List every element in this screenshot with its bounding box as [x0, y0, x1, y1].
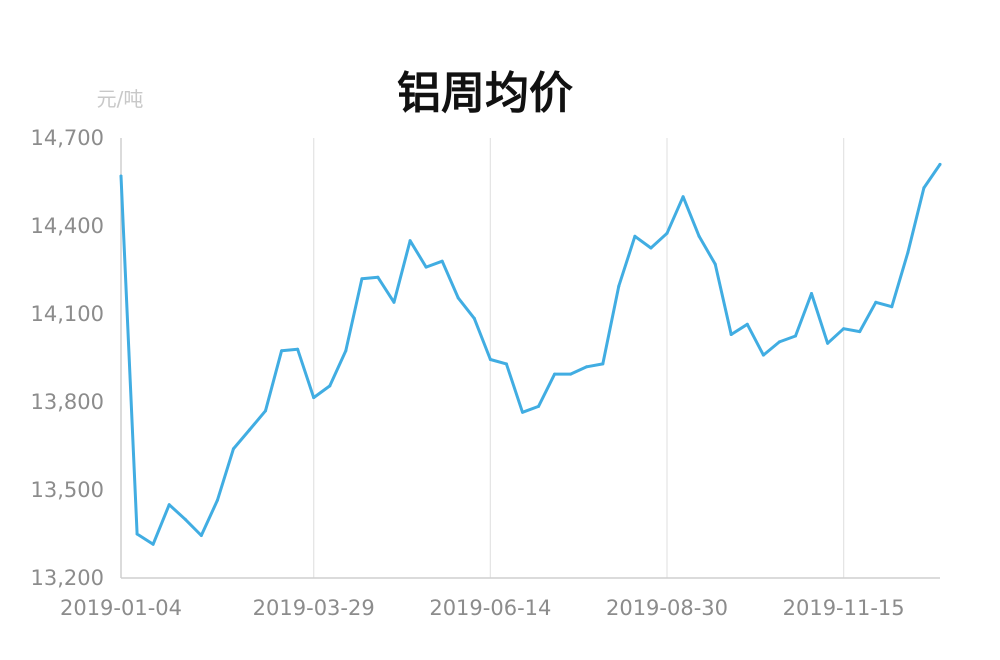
data-point: [842, 327, 846, 331]
chart-title: 铝周均价: [397, 68, 573, 119]
data-point: [553, 372, 557, 376]
data-point: [280, 349, 284, 353]
data-point: [874, 300, 878, 304]
data-point: [521, 410, 524, 414]
data-point: [810, 292, 813, 295]
data-point: [488, 358, 492, 361]
data-point: [906, 250, 910, 254]
data-point: [585, 365, 589, 369]
data-point: [312, 396, 316, 400]
y-tick-label: 13,500: [31, 478, 104, 502]
y-tick-label: 14,400: [31, 214, 104, 238]
data-point: [504, 362, 508, 366]
data-point: [264, 409, 267, 413]
data-point: [569, 372, 573, 376]
y-tick-label: 13,800: [31, 390, 104, 414]
data-point: [328, 384, 332, 388]
data-point: [777, 340, 781, 344]
y-axis-ticks: 13,200 13,500 13,800 14,100 14,400 14,700: [31, 126, 104, 590]
data-point: [424, 265, 428, 269]
data-point: [456, 296, 460, 300]
data-point: [794, 334, 797, 338]
y-tick-label: 13,200: [31, 566, 104, 590]
data-point: [392, 300, 396, 304]
data-point: [537, 404, 540, 408]
data-point: [183, 517, 187, 521]
data-point: [826, 341, 830, 345]
data-point: [215, 498, 219, 502]
data-point: [729, 333, 733, 336]
data-point: [231, 447, 235, 451]
data-point: [761, 353, 765, 357]
data-point: [296, 347, 300, 351]
series-line: [119, 162, 942, 546]
data-point: [745, 322, 749, 326]
x-tick-label: 2019-06-14: [429, 596, 551, 620]
x-axis-ticks: 2019-01-04 2019-03-29 2019-06-14 2019-08-30…: [60, 596, 905, 620]
data-point: [151, 542, 155, 546]
data-point: [922, 186, 926, 190]
data-point: [376, 275, 380, 279]
data-point: [199, 534, 203, 537]
x-tick-label: 2019-11-15: [783, 596, 905, 620]
data-point: [890, 305, 894, 309]
gridlines: [313, 138, 845, 578]
data-point: [440, 259, 444, 263]
data-point: [360, 277, 364, 281]
data-point: [858, 330, 862, 334]
data-point: [697, 234, 701, 238]
data-points: [119, 162, 942, 546]
data-point: [681, 195, 685, 199]
data-point: [649, 246, 653, 250]
data-point: [472, 316, 476, 320]
x-tick-label: 2019-03-29: [253, 596, 375, 620]
data-point: [713, 262, 717, 266]
data-point: [248, 428, 251, 432]
data-point: [665, 231, 669, 235]
data-point: [167, 503, 171, 507]
data-point: [119, 174, 123, 178]
data-point: [617, 284, 621, 288]
data-point: [408, 239, 412, 243]
y-unit-label: 元/吨: [97, 87, 144, 111]
y-tick-label: 14,700: [31, 126, 104, 150]
data-point: [344, 349, 348, 353]
data-point: [135, 532, 139, 536]
data-point: [601, 362, 605, 366]
x-tick-label: 2019-01-04: [60, 596, 182, 620]
data-point: [633, 234, 637, 238]
y-tick-label: 14,100: [31, 302, 104, 326]
x-tick-label: 2019-08-30: [606, 596, 728, 620]
data-point: [938, 162, 942, 166]
